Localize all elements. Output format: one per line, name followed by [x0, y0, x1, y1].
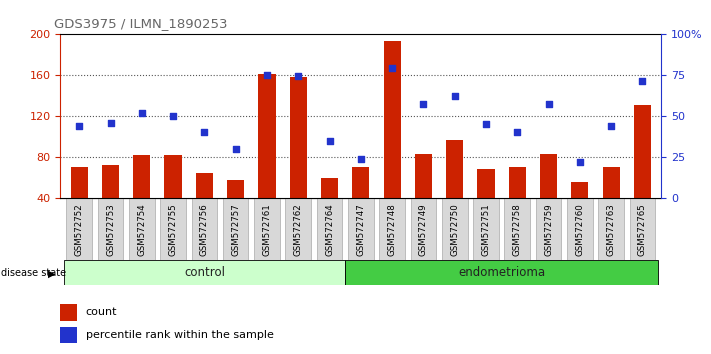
Bar	[258, 74, 276, 239]
Text: endometrioma: endometrioma	[458, 266, 545, 279]
FancyBboxPatch shape	[599, 198, 624, 260]
Bar	[102, 165, 119, 239]
Text: GSM572756: GSM572756	[200, 203, 209, 256]
Point	[324, 138, 335, 143]
FancyBboxPatch shape	[630, 198, 656, 260]
Point	[481, 121, 492, 127]
Bar	[70, 167, 88, 239]
FancyBboxPatch shape	[536, 198, 562, 260]
FancyBboxPatch shape	[410, 198, 437, 260]
Text: GSM572750: GSM572750	[450, 203, 459, 256]
FancyBboxPatch shape	[160, 198, 186, 260]
Text: GSM572753: GSM572753	[106, 203, 115, 256]
Point	[230, 146, 241, 152]
Bar	[602, 167, 620, 239]
FancyBboxPatch shape	[285, 198, 311, 260]
Bar	[164, 155, 182, 239]
Text: ▶: ▶	[48, 268, 55, 278]
Point	[387, 65, 398, 71]
Point	[292, 74, 304, 79]
Bar	[540, 154, 557, 239]
Text: GSM572757: GSM572757	[231, 203, 240, 256]
Point	[574, 159, 586, 165]
Text: GSM572763: GSM572763	[606, 203, 616, 256]
Text: GSM572747: GSM572747	[356, 203, 365, 256]
Bar	[227, 180, 245, 239]
Text: GDS3975 / ILMN_1890253: GDS3975 / ILMN_1890253	[55, 17, 228, 30]
Text: GSM572760: GSM572760	[575, 203, 584, 256]
FancyBboxPatch shape	[473, 198, 499, 260]
Bar	[571, 182, 589, 239]
Bar	[383, 41, 401, 239]
Text: percentile rank within the sample: percentile rank within the sample	[85, 330, 274, 340]
FancyBboxPatch shape	[442, 198, 468, 260]
Point	[637, 79, 648, 84]
Text: GSM572748: GSM572748	[387, 203, 397, 256]
Bar	[60, 304, 77, 321]
FancyBboxPatch shape	[97, 198, 123, 260]
FancyBboxPatch shape	[379, 198, 405, 260]
Text: GSM572765: GSM572765	[638, 203, 647, 256]
Point	[261, 72, 272, 78]
Text: GSM572759: GSM572759	[544, 203, 553, 256]
Point	[355, 156, 367, 161]
Point	[198, 130, 210, 135]
Point	[606, 123, 617, 129]
Text: GSM572754: GSM572754	[137, 203, 146, 256]
Text: GSM572758: GSM572758	[513, 203, 522, 256]
Point	[167, 113, 178, 119]
FancyBboxPatch shape	[191, 198, 217, 260]
Point	[449, 93, 461, 99]
Bar	[634, 105, 651, 239]
Bar	[352, 167, 370, 239]
FancyBboxPatch shape	[223, 198, 249, 260]
Point	[543, 102, 555, 107]
Text: control: control	[184, 266, 225, 279]
Point	[512, 130, 523, 135]
FancyBboxPatch shape	[129, 198, 154, 260]
Text: GSM572751: GSM572751	[481, 203, 491, 256]
Text: GSM572749: GSM572749	[419, 203, 428, 256]
Bar	[289, 77, 307, 239]
Point	[73, 123, 85, 129]
FancyBboxPatch shape	[63, 260, 345, 285]
Bar	[321, 178, 338, 239]
FancyBboxPatch shape	[66, 198, 92, 260]
Bar	[196, 172, 213, 239]
Bar	[508, 167, 526, 239]
FancyBboxPatch shape	[505, 198, 530, 260]
Text: GSM572761: GSM572761	[262, 203, 272, 256]
Text: GSM572755: GSM572755	[169, 203, 178, 256]
Point	[418, 102, 429, 107]
Text: GSM572762: GSM572762	[294, 203, 303, 256]
Point	[136, 110, 147, 115]
Bar	[477, 170, 495, 239]
FancyBboxPatch shape	[316, 198, 343, 260]
FancyBboxPatch shape	[567, 198, 593, 260]
Text: GSM572764: GSM572764	[325, 203, 334, 256]
FancyBboxPatch shape	[345, 260, 658, 285]
Bar	[415, 154, 432, 239]
Text: GSM572752: GSM572752	[75, 203, 84, 256]
Text: count: count	[85, 308, 117, 318]
Bar	[133, 155, 151, 239]
Bar	[60, 327, 77, 343]
Bar	[446, 139, 464, 239]
FancyBboxPatch shape	[348, 198, 374, 260]
Text: disease state: disease state	[1, 268, 66, 278]
Point	[105, 120, 116, 125]
FancyBboxPatch shape	[254, 198, 280, 260]
